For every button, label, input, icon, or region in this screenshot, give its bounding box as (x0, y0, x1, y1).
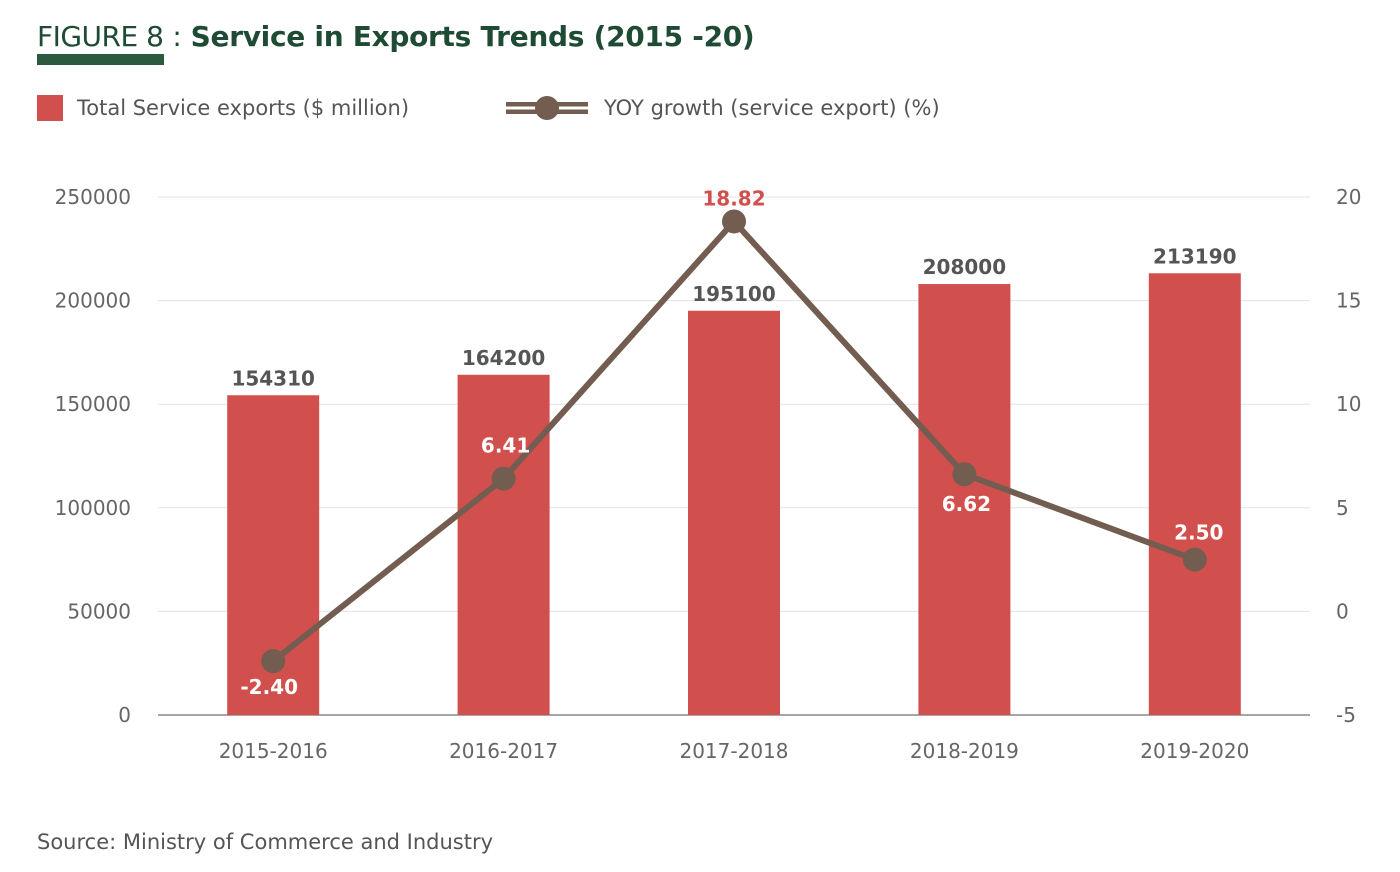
y-left-tick-label: 250000 (55, 185, 131, 209)
line-point-label: 2.50 (1174, 521, 1223, 545)
y-left-tick-label: 150000 (55, 392, 131, 416)
y-right-tick-label: -5 (1336, 703, 1356, 727)
y-right-tick-label: 15 (1336, 289, 1361, 313)
figure-accent-bar (37, 54, 164, 65)
y-left-tick-label: 50000 (67, 599, 131, 623)
line-point-label: 18.82 (702, 186, 765, 210)
y-left-tick-label: 0 (118, 703, 131, 727)
line-point-label: 6.41 (481, 434, 530, 458)
x-tick-label: 2019-2020 (1140, 739, 1249, 763)
y-right-tick-label: 10 (1336, 392, 1361, 416)
figure-title: FIGURE 8 : Service in Exports Trends (20… (37, 20, 755, 53)
legend-item-bar: Total Service exports ($ million) (37, 92, 409, 124)
legend-item-line: YOY growth (service export) (%) (504, 92, 940, 124)
legend-bar-label: Total Service exports ($ million) (77, 96, 410, 120)
legend-bar-swatch-icon (37, 95, 63, 121)
bar (918, 284, 1011, 715)
bar-value-label: 195100 (692, 282, 776, 306)
legend-line-marker-icon (506, 96, 588, 120)
chart-title: Service in Exports Trends (2015 -20) (190, 20, 755, 53)
line-point (491, 466, 516, 491)
line-point (261, 649, 286, 674)
bar (688, 310, 780, 715)
y-left-tick-label: 100000 (55, 496, 131, 520)
bar (457, 374, 550, 715)
x-tick-label: 2016-2017 (449, 739, 558, 763)
bar-value-label: 164200 (462, 346, 546, 370)
y-right-tick-label: 20 (1336, 185, 1361, 209)
legend-line-label: YOY growth (service export) (%) (604, 96, 940, 120)
y-right-tick-label: 0 (1336, 599, 1349, 623)
bar-value-label: 154310 (231, 366, 315, 390)
bar-value-label: 213190 (1153, 244, 1237, 268)
y-left-tick-label: 200000 (55, 289, 131, 313)
line-point (722, 209, 746, 234)
figure-number: FIGURE 8 (37, 20, 164, 53)
figure-separator: : (163, 20, 191, 53)
line-point (1182, 547, 1207, 572)
y-right-tick-label: 5 (1336, 496, 1349, 520)
x-tick-label: 2018-2019 (910, 739, 1019, 763)
line-point-label: -2.40 (240, 675, 298, 699)
line-point (952, 462, 977, 487)
source-note: Source: Ministry of Commerce and Industr… (37, 830, 494, 854)
line-point-label: 6.62 (942, 492, 991, 516)
x-tick-label: 2017-2018 (679, 739, 788, 763)
bar (1148, 273, 1241, 715)
x-tick-label: 2015-2016 (219, 739, 328, 763)
bar-value-label: 208000 (923, 255, 1007, 279)
